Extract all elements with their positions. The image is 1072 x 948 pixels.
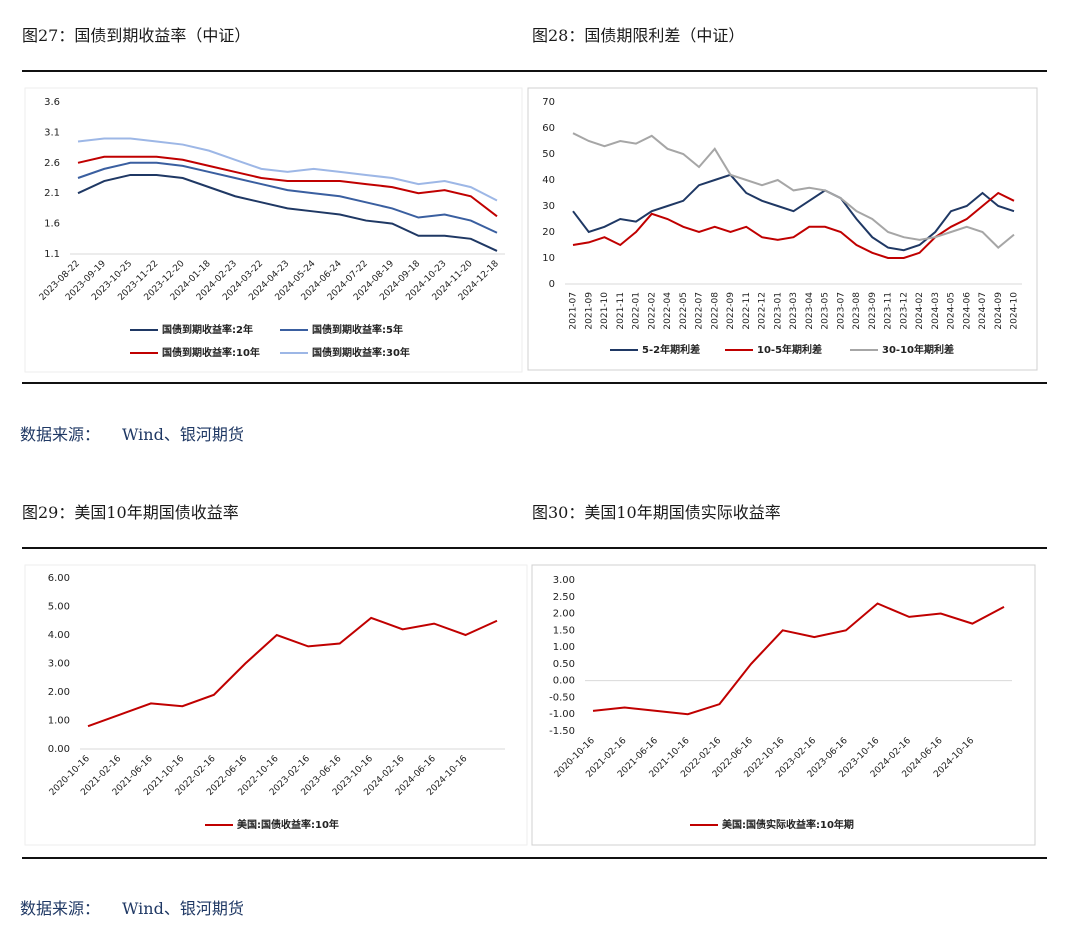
source: 数据来源： Wind、银河期货 bbox=[20, 421, 244, 445]
y-tick-label: 0.50 bbox=[553, 659, 575, 670]
x-tick-label: 2024-10 bbox=[1010, 292, 1020, 330]
x-tick-label: 2024-07 bbox=[978, 292, 988, 330]
y-tick-label: 1.1 bbox=[44, 249, 60, 260]
source-label: 数据来源： bbox=[20, 899, 101, 918]
chart-frame bbox=[24, 564, 528, 846]
rule bbox=[22, 382, 1047, 384]
x-tick-label: 2023-01 bbox=[773, 292, 783, 330]
x-tick-label: 2023-09 bbox=[868, 292, 878, 330]
series-line bbox=[77, 155, 498, 218]
series-line bbox=[87, 616, 498, 728]
x-tick-label: 2022-05 bbox=[679, 292, 689, 330]
x-tick-label: 2021-11 bbox=[616, 292, 626, 330]
y-tick-label: 3.00 bbox=[48, 659, 70, 670]
y-tick-label: 1.00 bbox=[48, 716, 70, 727]
x-tick-label: 2023-05 bbox=[821, 292, 831, 330]
x-tick-label: 2024-02 bbox=[915, 292, 925, 330]
series-line bbox=[572, 132, 1015, 249]
series-line bbox=[572, 191, 1015, 259]
x-tick-label: 2024-09 bbox=[994, 292, 1004, 330]
legend-label: 国债到期收益率:10年 bbox=[162, 346, 260, 359]
y-tick-label: 3.1 bbox=[44, 127, 60, 138]
x-tick-label: 2023-07 bbox=[836, 292, 846, 330]
figure-title: 图29：美国10年期国债收益率 bbox=[22, 503, 239, 522]
x-tick-label: 2024-06 bbox=[962, 292, 972, 330]
x-tick-label: 2022-09 bbox=[726, 292, 736, 330]
x-tick-label: 2021-07 bbox=[569, 292, 579, 330]
y-tick-label: 3.00 bbox=[553, 575, 575, 586]
y-tick-label: 50 bbox=[542, 149, 555, 160]
figure-title: 图30：美国10年期国债实际收益率 bbox=[532, 503, 781, 522]
y-tick-label: 0.00 bbox=[48, 744, 70, 755]
legend-label: 30-10年期利差 bbox=[882, 343, 954, 356]
x-tick-label: 2024-05 bbox=[947, 292, 957, 330]
legend-label: 5-2年期利差 bbox=[642, 343, 700, 356]
figure-title: 图28：国债期限利差（中证） bbox=[532, 26, 745, 45]
y-tick-label: -0.50 bbox=[549, 692, 575, 703]
series-line bbox=[77, 173, 498, 252]
figure-title: 图27：国债到期收益率（中证） bbox=[22, 26, 251, 45]
source-text: Wind、银河期货 bbox=[122, 899, 244, 918]
rule bbox=[22, 857, 1047, 859]
y-tick-label: 6.00 bbox=[48, 573, 70, 584]
series-line bbox=[572, 173, 1015, 252]
x-tick-label: 2023-08 bbox=[852, 292, 862, 330]
y-tick-label: 3.6 bbox=[44, 97, 60, 108]
legend-label: 10-5年期利差 bbox=[757, 343, 822, 356]
series-line bbox=[77, 161, 498, 234]
y-tick-label: 2.50 bbox=[553, 592, 575, 603]
source-text: Wind、银河期货 bbox=[122, 425, 244, 444]
x-tick-label: 2023-04 bbox=[805, 292, 815, 330]
legend-label: 国债到期收益率:30年 bbox=[312, 346, 410, 359]
y-tick-label: 2.00 bbox=[553, 609, 575, 620]
x-tick-label: 2022-02 bbox=[647, 292, 657, 330]
x-tick-label: 2023-03 bbox=[789, 292, 799, 330]
x-tick-label: 2022-01 bbox=[632, 292, 642, 330]
y-tick-label: 2.1 bbox=[44, 188, 60, 199]
source: 数据来源： Wind、银河期货 bbox=[20, 895, 244, 919]
series-line bbox=[77, 137, 498, 202]
chart-frame bbox=[24, 87, 523, 373]
y-tick-label: -1.00 bbox=[549, 709, 575, 720]
chart-frame bbox=[527, 87, 1038, 371]
y-tick-label: 0.00 bbox=[553, 676, 575, 687]
y-tick-label: 60 bbox=[542, 123, 555, 134]
y-tick-label: 10 bbox=[542, 253, 555, 264]
y-tick-label: 40 bbox=[542, 175, 555, 186]
x-tick-label: 2022-04 bbox=[663, 292, 673, 330]
legend-label: 美国:国债收益率:10年 bbox=[237, 818, 339, 831]
y-tick-label: 1.00 bbox=[553, 642, 575, 653]
x-tick-label: 2023-12 bbox=[899, 292, 909, 330]
source-label: 数据来源： bbox=[20, 425, 101, 444]
legend-label: 美国:国债实际收益率:10年期 bbox=[722, 818, 854, 831]
chart-frame bbox=[531, 564, 1036, 846]
x-tick-label: 2024-03 bbox=[931, 292, 941, 330]
y-tick-label: 30 bbox=[542, 201, 555, 212]
x-tick-label: 2022-12 bbox=[758, 292, 768, 330]
x-tick-label: 2022-08 bbox=[710, 292, 720, 330]
y-tick-label: 5.00 bbox=[48, 602, 70, 613]
x-tick-label: 2022-11 bbox=[742, 292, 752, 330]
series-line bbox=[592, 602, 1005, 716]
y-tick-label: 2.00 bbox=[48, 687, 70, 698]
rule bbox=[22, 70, 1047, 72]
y-tick-label: 1.6 bbox=[44, 219, 60, 230]
legend-label: 国债到期收益率:2年 bbox=[162, 323, 253, 336]
legend-label: 国债到期收益率:5年 bbox=[312, 323, 403, 336]
y-tick-label: 70 bbox=[542, 97, 555, 108]
y-tick-label: 1.50 bbox=[553, 625, 575, 636]
x-tick-label: 2022-07 bbox=[695, 292, 705, 330]
y-tick-label: 20 bbox=[542, 227, 555, 238]
x-tick-label: 2021-10 bbox=[600, 292, 610, 330]
y-tick-label: -1.50 bbox=[549, 726, 575, 737]
x-tick-label: 2021-09 bbox=[584, 292, 594, 330]
y-tick-label: 0 bbox=[549, 279, 555, 290]
y-tick-label: 2.6 bbox=[44, 158, 60, 169]
x-tick-label: 2023-11 bbox=[884, 292, 894, 330]
rule bbox=[22, 547, 1047, 549]
y-tick-label: 4.00 bbox=[48, 630, 70, 641]
